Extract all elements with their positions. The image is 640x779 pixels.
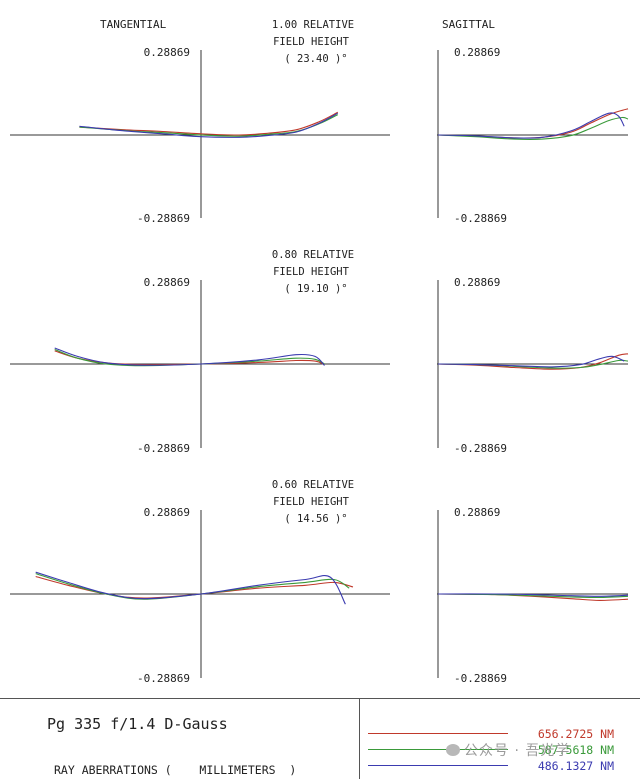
- sagittal-panel-3-ymin-label: -0.28869: [454, 672, 507, 685]
- sagittal-panel-1-series-3-curve: [437, 112, 625, 139]
- tangential-panel-1-series-3-curve: [79, 112, 339, 138]
- sagittal-panel-1-series-1-curve: [437, 108, 629, 139]
- tangential-panel-2-series-2-curve: [54, 348, 325, 367]
- tangential-panel-3-field-height: FIELD HEIGHT: [273, 496, 350, 508]
- tangential-panel-1-field-height: FIELD HEIGHT: [273, 36, 350, 48]
- tangential-panel-1-field-angle: ( 23.40 )°: [284, 53, 347, 65]
- sagittal-header: SAGITTAL: [442, 18, 495, 31]
- ray-aberration-plot: TANGENTIAL SAGITTAL 0.28869 -0.28869 1.00 …: [10, 18, 629, 685]
- watermark-text: 公众号 · 吾光学: [464, 743, 571, 759]
- legend-entry-blue: 486.1327 NM: [368, 759, 638, 773]
- legend-label-blue: 486.1327 NM: [537, 759, 614, 773]
- legend-label-red: 656.2725 NM: [537, 727, 614, 741]
- tangential-panel-2-field-angle: ( 19.10 )°: [284, 283, 347, 295]
- wechat-icon: [446, 744, 460, 756]
- footer-divider: [359, 699, 360, 779]
- tangential-panel-2-ymax-label: 0.28869: [144, 276, 190, 289]
- legend-swatch-red: [368, 733, 508, 734]
- sagittal-panel-2-ymax-label: 0.28869: [454, 276, 500, 289]
- sagittal-panel-1-series-2-curve: [437, 116, 629, 141]
- legend-entry-green: 587.5618 NM: [368, 743, 638, 757]
- tangential-panel-1-series-2-curve: [79, 114, 339, 137]
- tangential-panel-1-field-relative: 1.00 RELATIVE: [272, 19, 354, 31]
- tangential-panel-1-ymin-label: -0.28869: [137, 212, 190, 225]
- sagittal-panel-1-ymin-label: -0.28869: [454, 212, 507, 225]
- legend-entry-red: 656.2725 NM: [368, 727, 638, 741]
- tangential-header: TANGENTIAL: [100, 18, 167, 31]
- tangential-panel-3-series-3-curve: [35, 571, 346, 605]
- sagittal-panel-3-series-3-curve: [437, 593, 629, 597]
- units-label: RAY ABERRATIONS ( MILLIMETERS ): [54, 763, 297, 777]
- legend-swatch-blue: [368, 765, 508, 766]
- tangential-panel-2-series-3-curve: [54, 347, 325, 366]
- tangential-panel-1-series-1-curve: [79, 111, 339, 136]
- sagittal-panel-2-ymin-label: -0.28869: [454, 442, 507, 455]
- tangential-panel-2-field-relative: 0.80 RELATIVE: [272, 249, 354, 261]
- watermark: 公众号 · 吾光学: [446, 740, 570, 760]
- sagittal-panel-2-series-1-curve: [437, 353, 629, 370]
- tangential-panel-3-ymin-label: -0.28869: [137, 672, 190, 685]
- legend-swatch-green: [368, 749, 508, 750]
- sagittal-panel-2-series-3-curve: [437, 355, 625, 368]
- tangential-panel-2-ymin-label: -0.28869: [137, 442, 190, 455]
- sagittal-panel-3-ymax-label: 0.28869: [454, 506, 500, 519]
- legend-label-green: 587.5618 NM: [537, 743, 614, 757]
- footer: Pg 335 f/1.4 D-Gauss RAY ABERRATIONS ( M…: [0, 698, 640, 779]
- sagittal-panel-1-ymax-label: 0.28869: [454, 46, 500, 59]
- tangential-panel-2-field-height: FIELD HEIGHT: [273, 266, 350, 278]
- tangential-panel-3-field-relative: 0.60 RELATIVE: [272, 479, 354, 491]
- tangential-panel-1-ymax-label: 0.28869: [144, 46, 190, 59]
- tangential-panel-3-ymax-label: 0.28869: [144, 506, 190, 519]
- tangential-panel-3-field-angle: ( 14.56 )°: [284, 513, 347, 525]
- lens-title: Pg 335 f/1.4 D-Gauss: [47, 715, 228, 733]
